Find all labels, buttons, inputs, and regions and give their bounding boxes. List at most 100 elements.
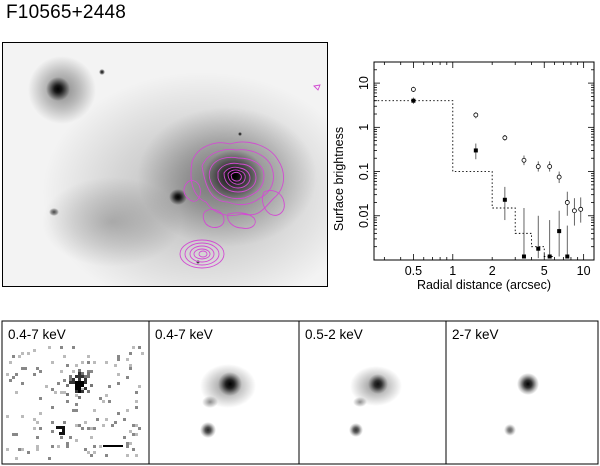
event-pixel	[78, 384, 81, 387]
panel-2-label: 0.4-7 keV	[155, 327, 213, 342]
event-pixel	[75, 375, 78, 378]
event-pixel	[84, 375, 87, 378]
event-pixel	[54, 391, 57, 394]
event-pixel	[75, 384, 78, 387]
data-point-filled	[547, 254, 552, 259]
event-pixel	[132, 448, 135, 451]
event-pixel	[129, 367, 132, 370]
event-pixel	[78, 384, 81, 387]
event-pixel	[78, 384, 81, 387]
event-pixel	[108, 385, 111, 388]
event-pixel	[21, 448, 24, 451]
event-pixel	[81, 427, 84, 430]
event-pixel	[84, 381, 87, 384]
event-pixel	[72, 381, 75, 384]
star-left	[46, 77, 70, 101]
event-pixel	[33, 418, 36, 421]
event-pixel	[126, 445, 129, 448]
event-pixel	[78, 396, 81, 399]
panel-soft-band: 0.5-2 keV	[298, 320, 447, 465]
event-pixel	[51, 406, 54, 409]
event-pixel	[24, 367, 27, 370]
y-axis-label: Surface brightness	[332, 127, 346, 231]
event-pixel	[81, 390, 84, 393]
event-pixel	[93, 427, 96, 430]
panel-4-label: 2-7 keV	[452, 327, 499, 342]
event-pixel	[87, 451, 90, 454]
event-pixel	[59, 426, 62, 429]
event-pixel	[66, 442, 69, 445]
event-pixel	[66, 400, 69, 403]
event-pixel	[105, 418, 108, 421]
data-point-open	[564, 200, 570, 205]
event-pixel	[81, 388, 84, 391]
event-pixel	[78, 396, 81, 399]
event-pixel	[69, 381, 72, 384]
y-tick-label: 10	[357, 76, 371, 90]
event-pixel	[84, 378, 87, 381]
event-pixel	[6, 373, 9, 376]
x-axis-label: Radial distance (arcsec)	[417, 278, 551, 292]
event-pixel	[135, 391, 138, 394]
event-pixel	[117, 382, 120, 385]
event-pixel	[9, 361, 12, 364]
panel-1-label: 0.4-7 keV	[8, 327, 66, 342]
event-pixel	[117, 412, 120, 415]
event-pixel	[69, 375, 72, 378]
event-pixel	[129, 352, 132, 355]
event-pixel	[78, 384, 81, 387]
event-pixel	[135, 406, 138, 409]
event-pixel	[18, 355, 21, 358]
x-tick-label: 5	[541, 264, 548, 278]
event-pixel	[51, 445, 54, 448]
event-pixel	[59, 432, 62, 435]
event-pixel	[90, 436, 93, 439]
event-pixel	[69, 378, 72, 381]
event-pixel	[129, 430, 132, 433]
event-pixel	[75, 384, 78, 387]
data-point-open	[572, 208, 577, 214]
xray-contours	[179, 84, 321, 269]
event-pixel	[62, 429, 65, 432]
event-pixel	[90, 370, 93, 373]
event-pixel	[75, 387, 78, 390]
event-pixel	[81, 375, 84, 378]
event-pixel	[18, 448, 21, 451]
event-pixel	[36, 448, 39, 451]
plot-frame	[373, 61, 595, 261]
event-pixel	[81, 381, 84, 384]
event-pixel	[60, 436, 63, 439]
event-pixel	[60, 370, 63, 373]
event-pixel	[102, 400, 105, 403]
event-pixel	[78, 387, 81, 390]
event-pixel	[117, 355, 120, 358]
event-pixel	[15, 373, 18, 376]
event-pixel	[105, 394, 108, 397]
event-pixel	[123, 418, 126, 421]
event-pixel	[66, 445, 69, 448]
event-pixel	[111, 424, 114, 427]
data-point-open	[473, 112, 479, 118]
figure-title: F10565+2448	[6, 2, 127, 23]
event-pixel	[12, 355, 15, 358]
event-pixel	[6, 448, 9, 451]
data-point-open	[535, 164, 541, 169]
event-pixel	[15, 457, 18, 460]
event-pixel	[62, 432, 65, 435]
event-pixel	[135, 454, 138, 457]
tidal-arm	[42, 177, 182, 267]
event-pixel	[81, 372, 84, 375]
event-pixel	[117, 358, 120, 361]
event-pixel	[48, 457, 51, 460]
event-pixel	[126, 358, 129, 361]
event-pixel	[78, 384, 81, 387]
event-pixel	[51, 388, 54, 391]
event-pixel	[21, 367, 24, 370]
event-pixel	[63, 421, 66, 424]
data-point-filled	[521, 254, 526, 259]
event-pixel	[132, 424, 135, 427]
event-pixel	[78, 387, 81, 390]
event-pixel	[123, 436, 126, 439]
event-pixel	[72, 378, 75, 381]
event-pixel	[78, 381, 81, 384]
